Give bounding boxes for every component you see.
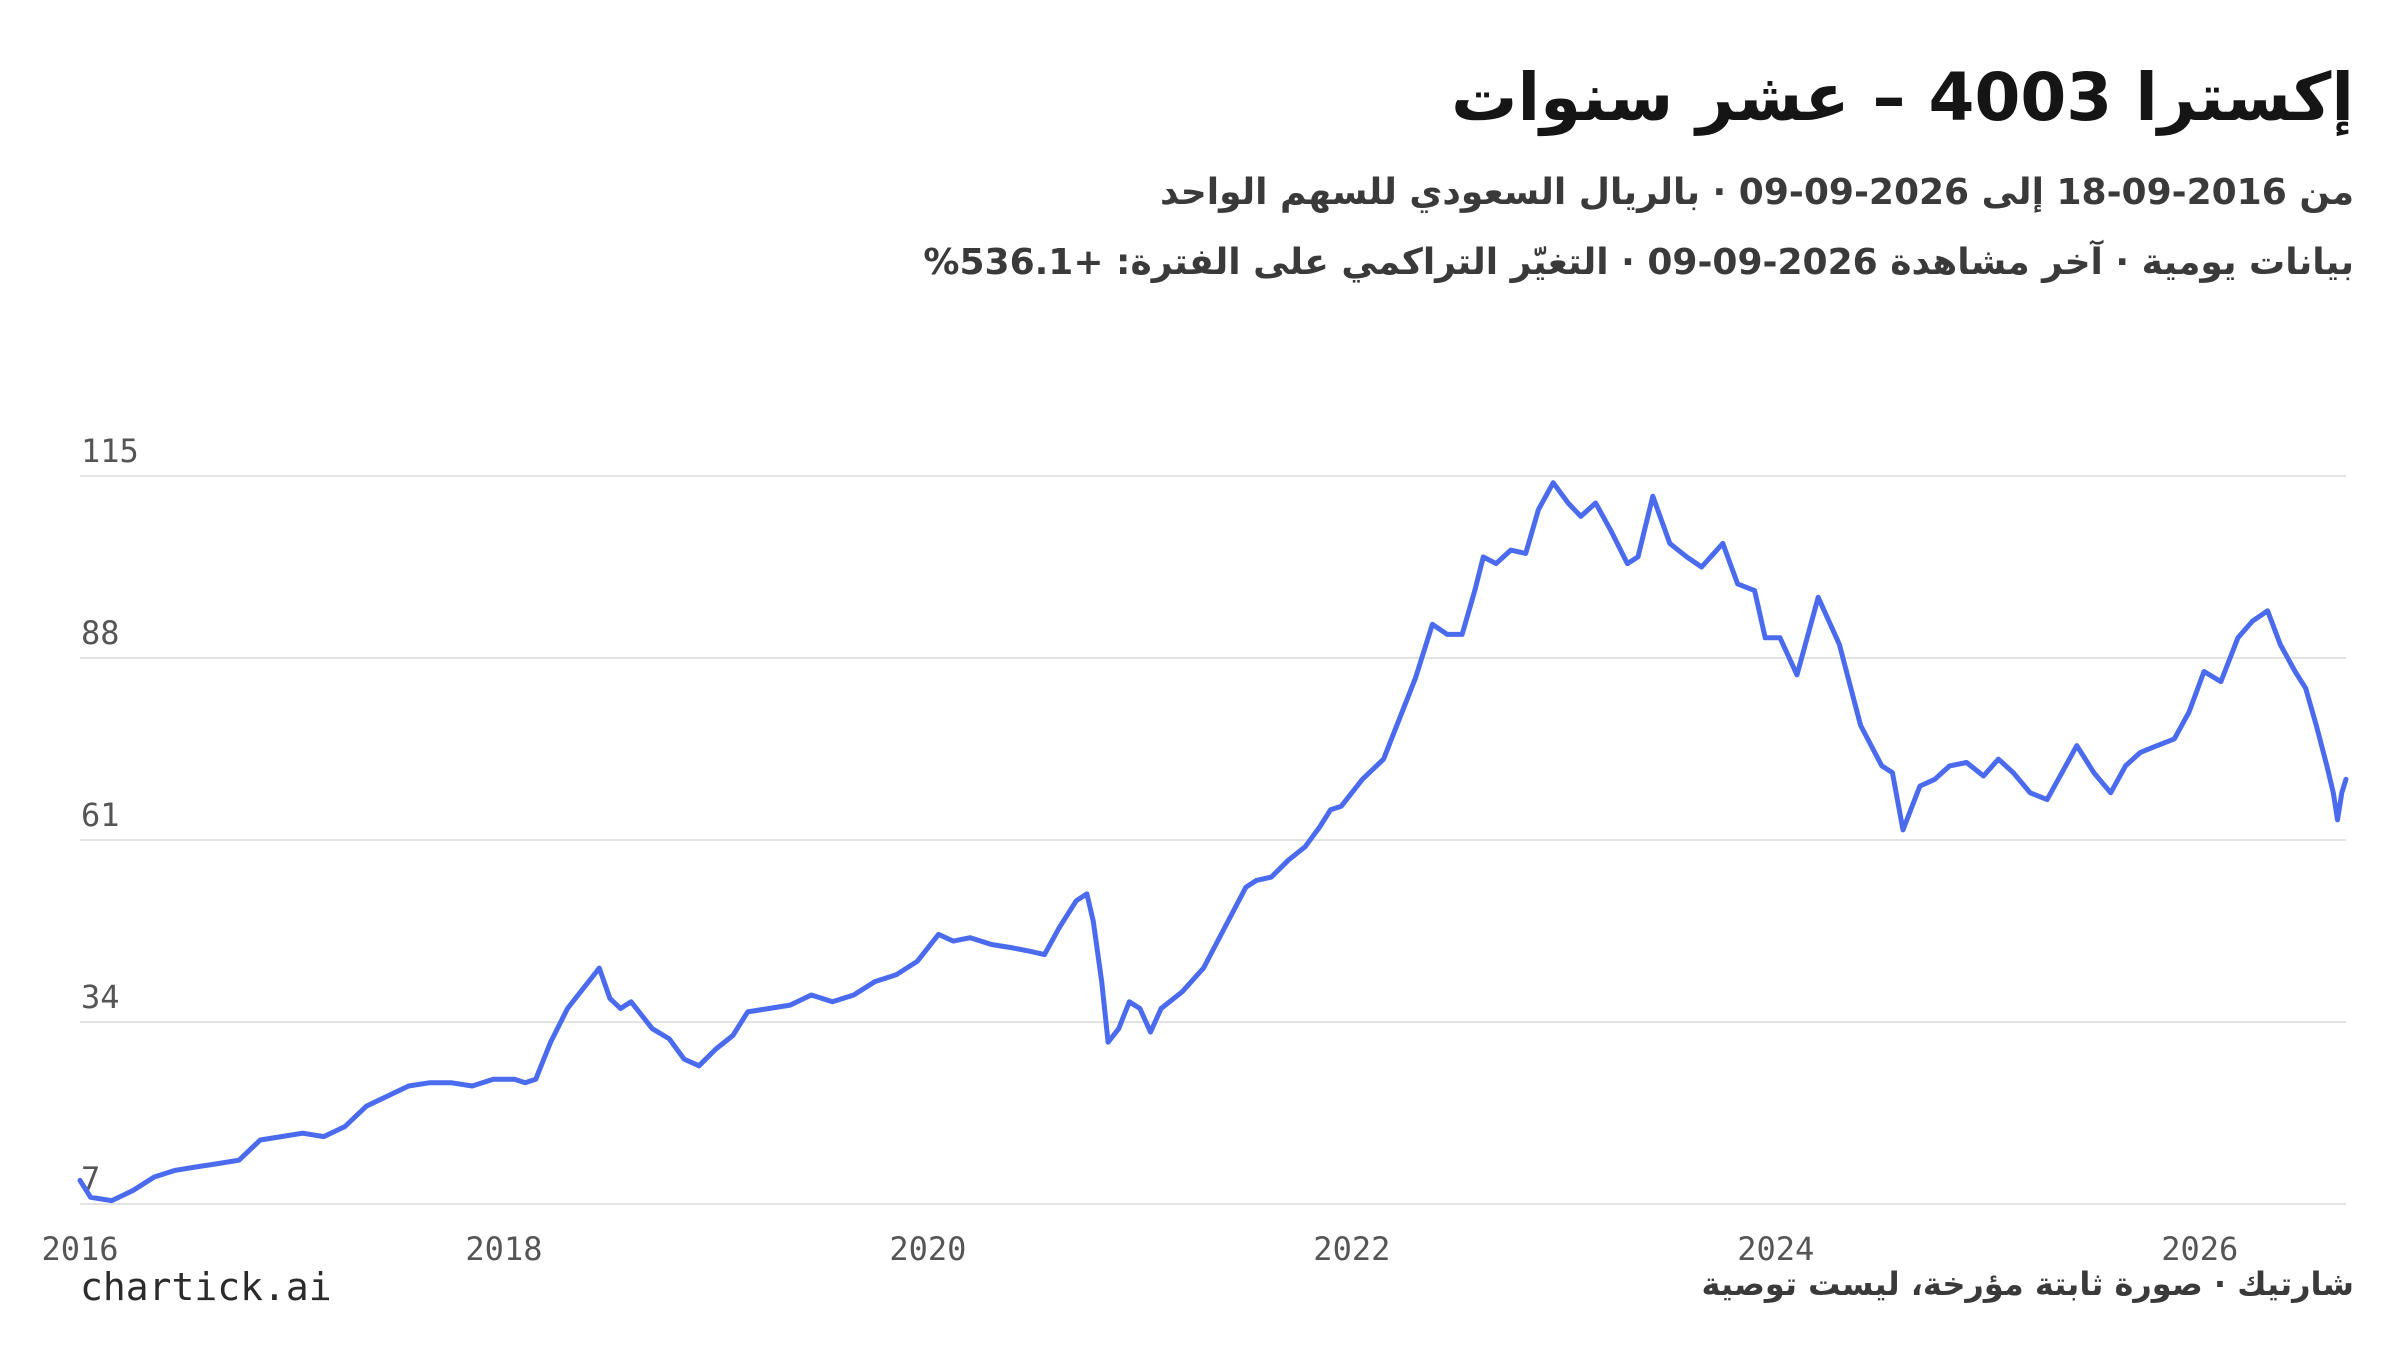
chart-subtitle-2: بيانات يومية · آخر مشاهدة 2026-09-09 · ا… [923,242,2354,283]
x-tick-label: 2024 [1737,1230,1814,1268]
y-tick-label: 115 [81,432,139,470]
x-tick-label: 2022 [1313,1230,1390,1268]
chart-header: إكسترا 4003 – عشر سنوات من 2016-09-18 إل… [754,50,2354,288]
x-tick-label: 2020 [889,1230,966,1268]
y-tick-label: 7 [81,1160,100,1198]
chart-subtitle: من 2016-09-18 إلى 2026-09-09 · بالريال ا… [1160,172,2354,213]
grid-lines [80,475,2346,1205]
x-axis-ticks: 2016 2018 2020 2022 2024 2026 [41,1230,2238,1268]
series-layer [77,480,2349,1204]
y-tick-label: 34 [81,978,120,1016]
x-tick-label: 2018 [465,1230,542,1268]
chart-title: إكسترا 4003 – عشر سنوات [1451,59,2354,136]
brand-label: chartick.ai [80,1265,332,1309]
series-line-0 [77,480,2349,1204]
y-tick-label: 61 [81,796,120,834]
y-tick-label: 88 [81,614,120,652]
footer-note: شارتيك · صورة ثابتة مؤرخة، ليست توصية [1701,1265,2355,1303]
x-tick-label: 2016 [41,1230,118,1268]
x-tick-label: 2026 [2161,1230,2238,1268]
y-axis-ticks: 7 34 61 88 115 [81,432,139,1198]
